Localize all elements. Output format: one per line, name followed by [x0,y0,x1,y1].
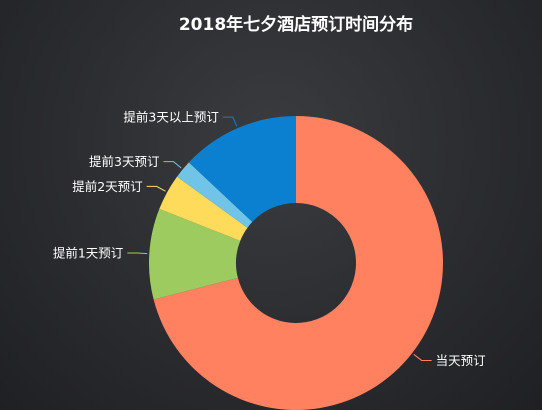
slice-2[interactable] [159,176,248,241]
leader-line-0 [413,353,432,361]
slice-0[interactable] [153,116,444,410]
slice-label-3: 提前3天预订 [89,154,159,169]
slice-4[interactable] [188,116,296,222]
slice-label-4: 提前3天以上预订 [123,110,218,125]
leader-line-1 [127,252,148,255]
chart-title: 2018年七夕酒店预订时间分布 [179,14,413,35]
slice-label-0: 当天预订 [436,353,486,368]
leader-line-2 [146,185,166,192]
slice-labels: 当天预订 提前1天预订 提前2天预订 提前3天预订 提前3天以上预订 [53,110,486,368]
slice-3[interactable] [177,162,253,228]
slice-label-2: 提前2天预订 [72,179,142,194]
slice-1[interactable] [149,208,241,300]
leader-line-4 [222,116,238,127]
slice-label-1: 提前1天预订 [53,246,123,261]
leader-line-3 [163,161,182,169]
donut-slices [149,116,444,410]
